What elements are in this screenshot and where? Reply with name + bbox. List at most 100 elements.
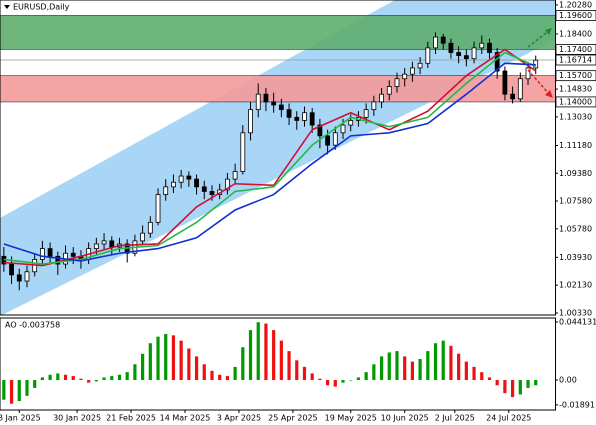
ao-bar	[9, 380, 14, 404]
candle-body	[448, 42, 454, 53]
price-frame	[0, 0, 556, 316]
candle-body	[93, 243, 99, 250]
ao-bar	[202, 364, 206, 381]
candle-body	[232, 170, 238, 180]
ao-bar	[187, 348, 191, 381]
x-tick-label: 2 Jul 2025	[435, 414, 475, 423]
ao-bar	[364, 372, 368, 381]
level-box	[555, 70, 596, 82]
candle-body	[340, 124, 346, 134]
candle-body	[463, 55, 469, 60]
ao-bar	[318, 378, 322, 381]
ao-bar	[94, 380, 98, 382]
y-tick-label: 1.07580	[559, 197, 592, 206]
candle-body	[224, 178, 230, 191]
ao-bar	[480, 372, 484, 381]
candle-body	[194, 178, 199, 188]
candle-body	[456, 52, 462, 56]
candle-body	[409, 67, 415, 75]
candle-body	[348, 120, 354, 126]
down-arrowhead	[545, 90, 553, 98]
ao-bar	[125, 372, 129, 381]
candle-body	[39, 248, 45, 260]
current-price-label: 1.16714	[559, 56, 592, 65]
candle-body	[171, 181, 176, 188]
y-tick-label: 1.11180	[559, 141, 592, 150]
candle-body	[494, 52, 500, 72]
x-tick-label: 8 Jan 2025	[0, 414, 41, 423]
ao-bar	[426, 351, 430, 381]
candle-body	[510, 93, 516, 100]
y-tick-label: 1.13030	[559, 112, 592, 121]
ao-bar	[218, 374, 222, 381]
ao-bar	[210, 370, 214, 381]
ao-bar	[179, 340, 183, 381]
ao-bar	[233, 366, 237, 381]
up-arrowhead	[545, 28, 552, 35]
ao-bar	[33, 380, 37, 388]
menu-triangle[interactable]	[4, 5, 10, 9]
ao-bar	[341, 380, 345, 383]
x-tick-label: 10 Jun 2025	[381, 414, 429, 423]
ao-bar	[372, 364, 376, 381]
ao-bar	[48, 374, 52, 381]
ao-bar	[441, 340, 445, 381]
level-box	[555, 96, 596, 108]
chart-title: EURUSD,Daily	[13, 3, 70, 12]
ao-bar	[433, 343, 438, 381]
ao-bar	[2, 380, 6, 400]
ao-bar	[117, 374, 122, 381]
candle-body	[178, 175, 184, 183]
ao-bar	[17, 380, 21, 402]
ao-bar	[472, 366, 476, 381]
ao-bar	[164, 334, 168, 381]
ao-bar	[287, 351, 291, 381]
candle-body	[394, 78, 400, 87]
down-arrow	[527, 69, 551, 96]
ao-bar	[464, 361, 468, 381]
ao-bar	[395, 351, 399, 381]
ao-bar	[225, 376, 229, 381]
candle-body	[440, 36, 446, 44]
ao-bar	[349, 380, 353, 381]
candle-body	[240, 132, 246, 172]
y-tick-label: 1.05780	[559, 224, 592, 233]
current-price-box	[555, 54, 596, 66]
x-tick-label: 30 Jan 2025	[53, 414, 101, 423]
candle-body	[525, 67, 531, 80]
ao-bar	[302, 366, 307, 381]
candle-body	[309, 112, 315, 126]
ao-bar	[63, 374, 68, 381]
candle-body	[417, 62, 423, 69]
ao-bar	[457, 353, 461, 381]
candle-body	[147, 221, 153, 234]
ao-bar	[71, 376, 75, 381]
candle-body	[101, 240, 107, 245]
candle-body	[332, 132, 338, 146]
y-tick-label: 0.044131	[559, 318, 596, 327]
ao-bar	[248, 330, 253, 381]
y-tick-label: 1.09380	[559, 169, 592, 178]
level-box	[555, 10, 596, 21]
candle-body	[271, 101, 277, 106]
candle-body	[317, 124, 323, 137]
y-tick-label: 0.00	[559, 376, 577, 385]
ao-bar	[403, 356, 407, 381]
y-tick-label: 1.02130	[559, 281, 592, 290]
zone	[0, 15, 555, 50]
candle-body	[386, 86, 392, 95]
ao-bar	[79, 378, 83, 381]
level-label: 1.14000	[559, 97, 592, 106]
candle-body	[294, 116, 300, 121]
x-tick-label: 3 Apr 2025	[217, 414, 261, 423]
candle-body	[24, 271, 30, 282]
level-label: 1.19600	[559, 11, 592, 20]
ao-bar	[110, 376, 114, 381]
candle-body	[263, 93, 269, 103]
candle-body	[163, 186, 169, 195]
ao-bar	[418, 359, 422, 381]
ao-bar	[379, 356, 384, 381]
ao-bar	[310, 373, 314, 381]
